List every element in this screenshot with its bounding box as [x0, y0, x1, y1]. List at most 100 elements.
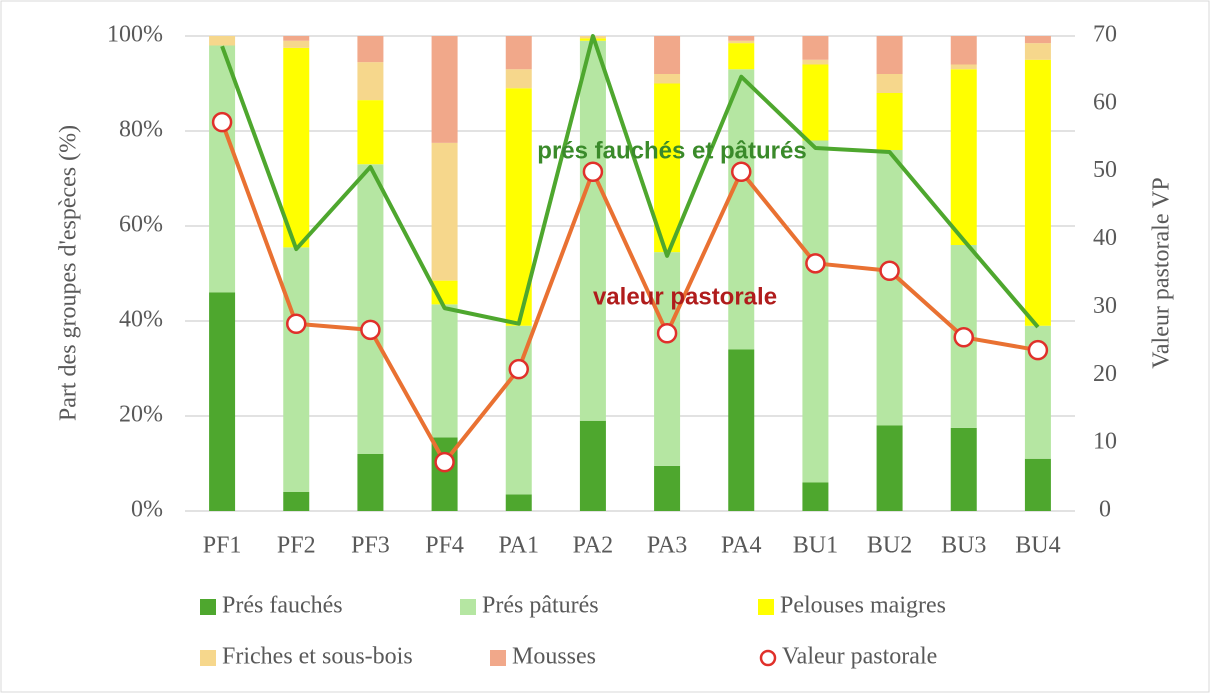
- y2-tick-label: 20: [1093, 361, 1117, 387]
- x-tick-label: PA4: [721, 533, 761, 559]
- bar-segment: [209, 45, 236, 293]
- bar-segment: [950, 64, 977, 70]
- y-tick-label: 0%: [131, 497, 163, 523]
- y2-tick-label: 50: [1093, 157, 1117, 183]
- bar-segment: [802, 36, 829, 60]
- bar-segment: [950, 36, 977, 65]
- bar-segment: [209, 36, 236, 46]
- bar-segment: [357, 164, 384, 454]
- bar-segment: [950, 69, 977, 245]
- bar-segment: [728, 36, 755, 41]
- bar-segment: [209, 292, 236, 511]
- bar-segment: [431, 36, 458, 143]
- line-series: [220, 121, 1039, 465]
- bar-segment: [876, 36, 903, 74]
- bar-segment: [876, 74, 903, 93]
- bar-segment: [1024, 43, 1051, 60]
- y-tick-label: 80%: [119, 117, 163, 143]
- bar-segment: [654, 252, 681, 466]
- bar-segment: [357, 100, 384, 165]
- x-tick-label: PF2: [277, 533, 316, 559]
- line-marker: [879, 260, 900, 282]
- y-axis-title: Part des groupes d'espèces (%): [56, 125, 82, 421]
- x-tick-label: PF4: [425, 533, 464, 559]
- bar-segment: [357, 62, 384, 101]
- bar-segment: [1024, 458, 1051, 511]
- y2-tick-label: 40: [1093, 225, 1117, 251]
- line-marker: [1027, 339, 1049, 361]
- bar-segment: [802, 59, 829, 65]
- y2-tick-label: 70: [1093, 22, 1117, 48]
- x-tick-label: PF3: [351, 533, 390, 559]
- annotation: valeur pastorale: [593, 283, 777, 310]
- x-tick-label: PA2: [573, 533, 613, 559]
- y-tick-label: 100%: [107, 22, 163, 48]
- legend-label: Prés pâturés: [482, 593, 599, 619]
- bar-segment: [876, 425, 903, 511]
- line-marker: [731, 161, 752, 182]
- bar-segment: [579, 420, 606, 511]
- legend-swatch: [490, 650, 506, 666]
- bar-segment: [950, 427, 977, 511]
- legend-label: Pelouses maigres: [780, 593, 946, 619]
- legend-label: Friches et sous-bois: [222, 644, 413, 670]
- line-marker: [582, 161, 604, 182]
- y2-axis-title: Valeur pastorale VP: [1149, 177, 1175, 369]
- line-marker: [360, 319, 381, 341]
- line-marker: [805, 253, 826, 274]
- bar-segment: [283, 492, 310, 511]
- x-tick-label: PF1: [203, 533, 242, 559]
- legend-swatch: [200, 650, 216, 666]
- bar-segment: [1024, 36, 1051, 44]
- bar-segment: [357, 36, 384, 63]
- y-tick-label: 20%: [119, 402, 163, 428]
- y-tick-label: 40%: [119, 307, 163, 333]
- legend-marker: [759, 649, 777, 667]
- line-marker: [434, 451, 455, 473]
- bar-segment: [579, 40, 606, 421]
- y2-tick-label: 0: [1099, 497, 1111, 523]
- bar-segment: [283, 36, 310, 41]
- x-tick-label: PA3: [647, 533, 687, 559]
- x-tick-label: BU1: [793, 533, 838, 559]
- bar-segment: [283, 40, 310, 48]
- line-marker: [508, 358, 529, 380]
- legend-swatch: [200, 599, 216, 615]
- y2-tick-label: 10: [1093, 429, 1117, 455]
- bar-segment: [505, 36, 532, 70]
- bar-segment: [876, 93, 903, 150]
- line-marker: [656, 322, 678, 344]
- legend-label: Mousses: [512, 644, 596, 670]
- bar-segment: [876, 150, 903, 426]
- x-tick-label: PA1: [499, 533, 539, 559]
- bar-segment: [283, 247, 310, 492]
- bar-segment: [802, 140, 829, 483]
- bar-segment: [654, 36, 681, 74]
- legend-label: Prés fauchés: [222, 593, 343, 619]
- y-tick-label: 60%: [119, 212, 163, 238]
- line-marker: [286, 313, 307, 334]
- bar-segment: [654, 74, 681, 84]
- line-marker: [953, 327, 974, 348]
- bar-segment: [1024, 59, 1051, 326]
- bar-segment: [505, 69, 532, 89]
- bar-segment: [728, 349, 755, 511]
- x-tick-label: BU2: [867, 533, 912, 559]
- bar-segment: [728, 40, 755, 44]
- bar-segment: [654, 465, 681, 511]
- bar-segment: [505, 494, 532, 511]
- x-tick-label: BU4: [1015, 533, 1060, 559]
- bar-segment: [802, 64, 829, 141]
- bar-segment: [728, 69, 755, 350]
- bar-segment: [728, 43, 755, 70]
- bar-segment: [431, 142, 458, 281]
- x-tick-label: BU3: [941, 533, 986, 559]
- line-marker: [211, 111, 233, 133]
- bar-segment: [283, 47, 310, 248]
- bar-segment: [505, 325, 532, 495]
- annotation: prés fauchés et pâturés: [537, 137, 806, 164]
- bar-segment: [802, 482, 829, 511]
- y2-tick-label: 60: [1093, 89, 1117, 115]
- y2-tick-label: 30: [1093, 293, 1117, 319]
